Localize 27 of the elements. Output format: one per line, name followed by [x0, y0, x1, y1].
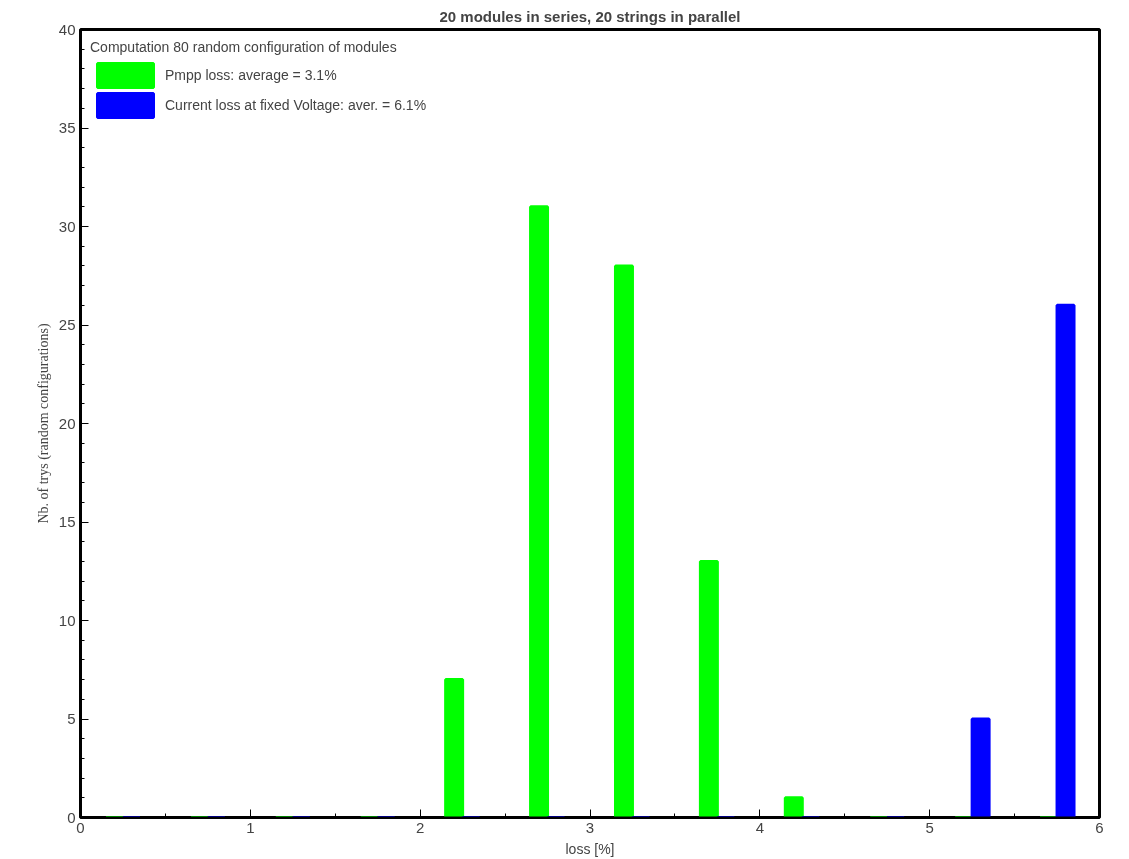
bar: [444, 678, 465, 818]
y-tick-label: 35: [58, 119, 76, 136]
chart-title: 20 modules in series, 20 strings in parallel: [439, 7, 741, 25]
bar: [613, 264, 634, 818]
y-tick-label: 30: [58, 217, 76, 235]
legend-label: Current loss at fixed Voltage: aver. = 6.1%: [165, 97, 427, 113]
y-tick-label: 5: [67, 710, 76, 727]
x-axis-title: loss [%]: [565, 840, 615, 857]
y-tick-label: 10: [58, 611, 76, 629]
bar: [698, 559, 719, 818]
x-tick-label: 1: [246, 818, 255, 836]
bar: [970, 717, 991, 818]
x-tick-label: 3: [585, 818, 595, 836]
x-tick-label: 6: [1095, 818, 1104, 836]
y-axis-title: Nb. of trys (random configurations): [35, 323, 52, 524]
bar: [783, 796, 804, 818]
x-tick-label: 5: [925, 818, 934, 836]
bar: [529, 205, 550, 818]
y-tick-label: 20: [58, 414, 76, 432]
y-tick-label: 15: [58, 513, 76, 530]
y-tick-label: 25: [58, 316, 76, 333]
legend-label: Pmpp loss: average = 3.1%: [165, 67, 337, 83]
x-tick-label: 4: [755, 818, 765, 836]
legend-title: Computation 80 random configuration of modules: [90, 39, 398, 55]
bar: [1055, 303, 1076, 818]
x-tick-label: 2: [416, 818, 425, 836]
y-tick-label: 40: [58, 20, 76, 38]
